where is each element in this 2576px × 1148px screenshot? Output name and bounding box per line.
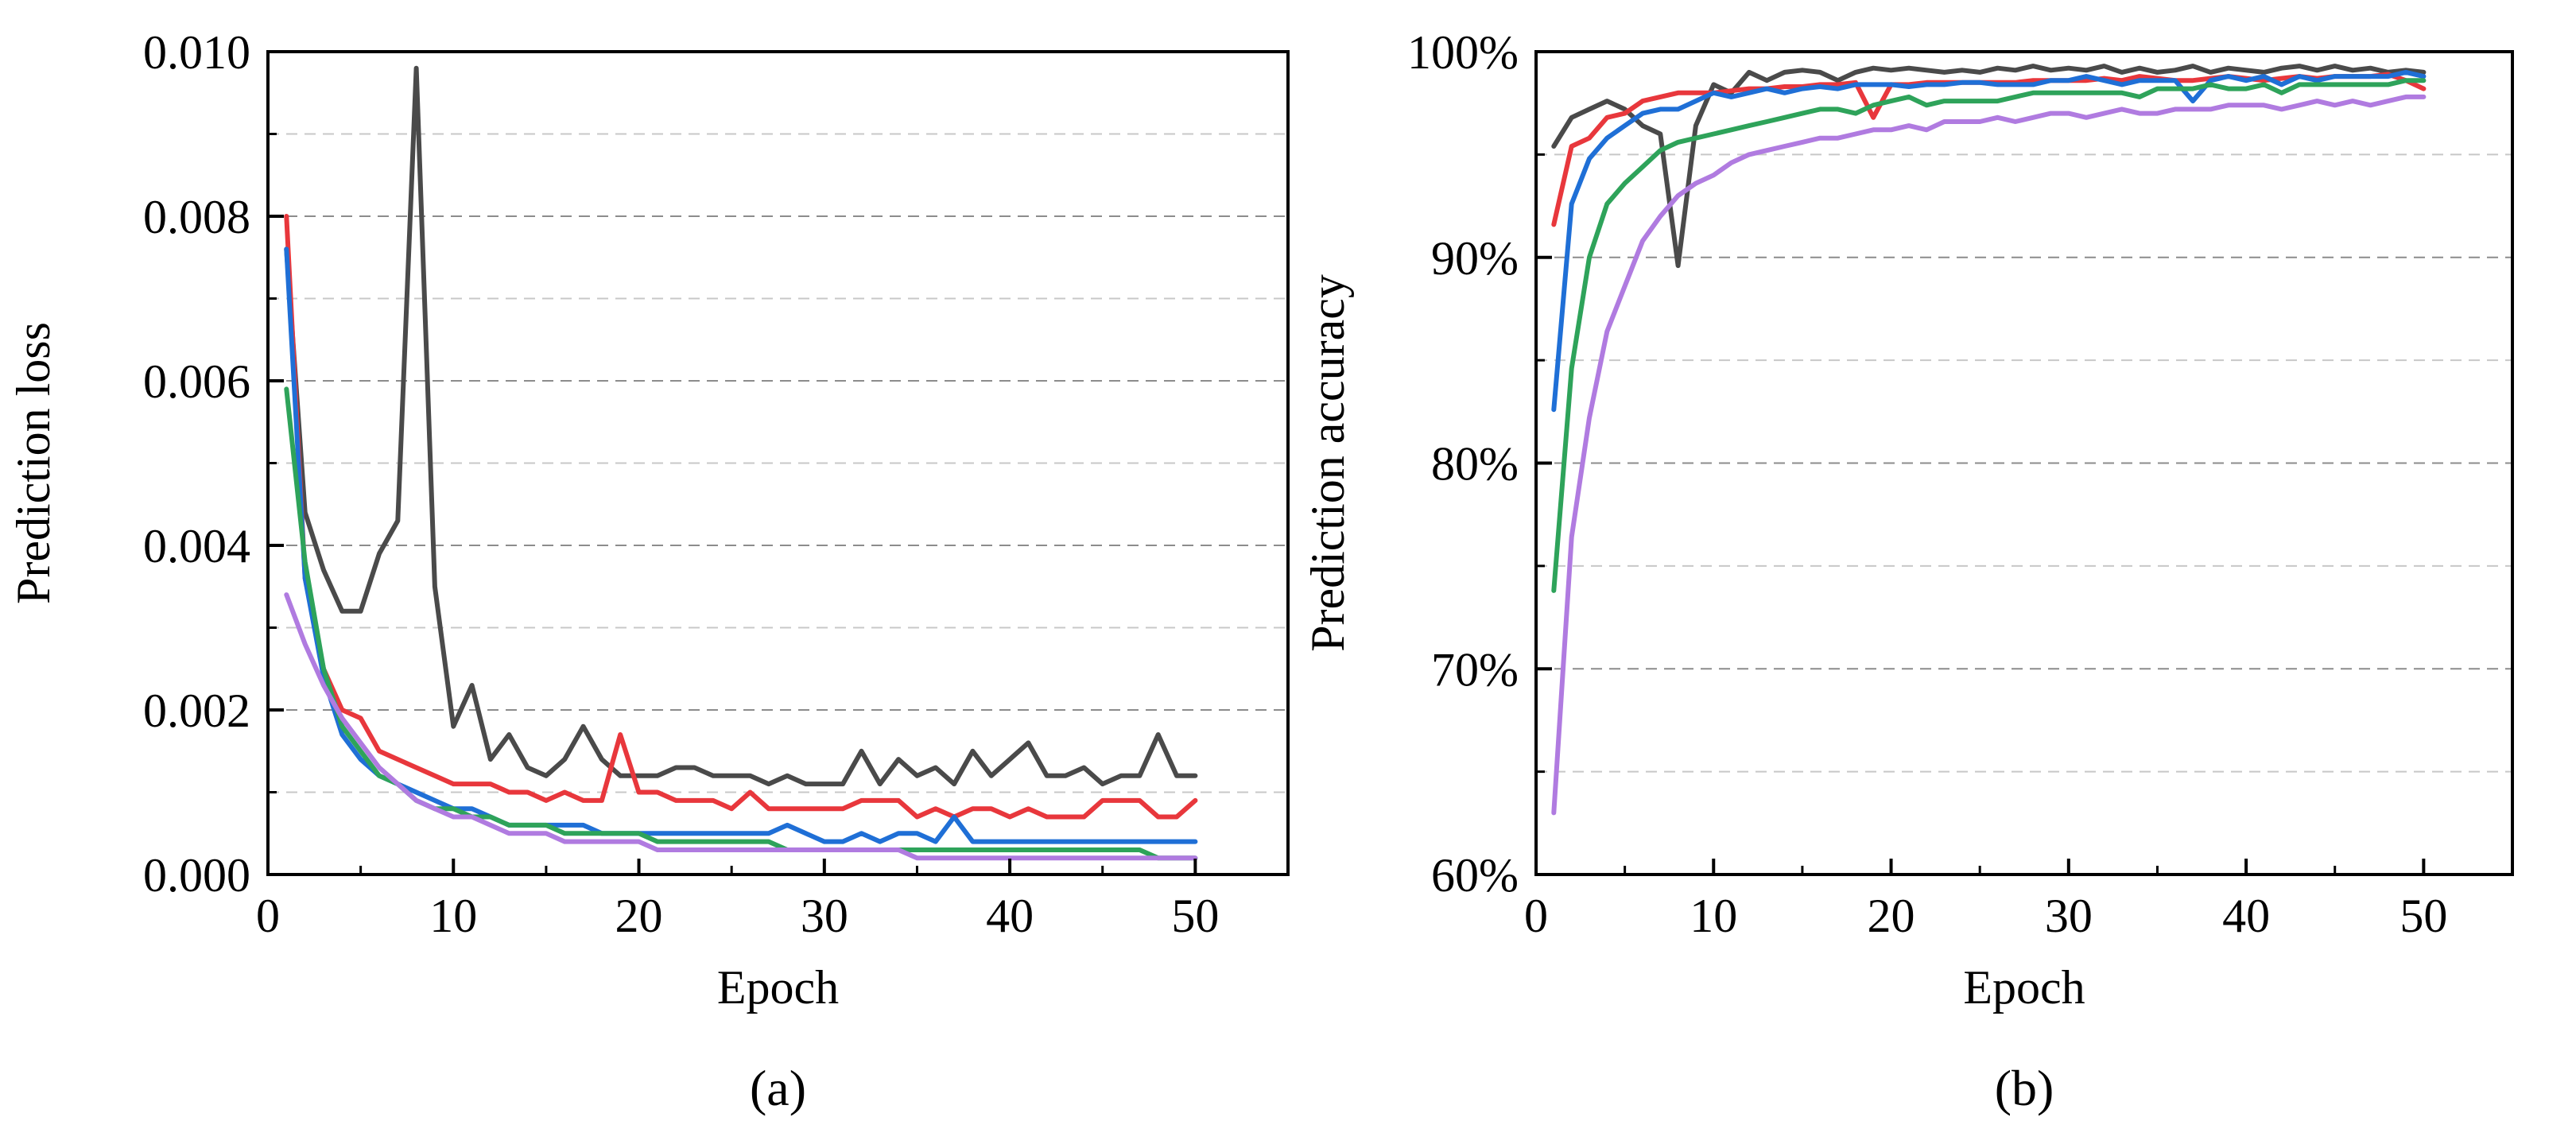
y-tick-label: 0.002 — [143, 685, 250, 737]
y-axis-label: Prediction accuracy — [1302, 274, 1354, 652]
y-tick-label: 80% — [1431, 438, 1519, 491]
x-axis-label: Epoch — [717, 961, 839, 1014]
x-tick-label: 10 — [429, 890, 477, 942]
y-tick-label: 0.000 — [143, 849, 250, 902]
x-axis-label: Epoch — [1963, 961, 2085, 1014]
series-line-5 — [284, 592, 1198, 861]
chart-a-loss: 0 10 20 30 40 50 0.000 0.002 0.004 0.006 0.008 0.01… — [7, 26, 1290, 1116]
x-tick-label: 20 — [1868, 890, 1915, 942]
series-line-3 — [1551, 69, 2427, 413]
series-line-2 — [284, 214, 1198, 820]
x-tick-label: 0 — [1524, 890, 1548, 942]
y-axis-label: Prediction loss — [7, 322, 60, 604]
y-tick-label: 0.008 — [143, 191, 250, 243]
y-tick-label: 70% — [1431, 643, 1519, 696]
series-line-1 — [1551, 64, 2427, 269]
x-tick-label: 10 — [1690, 890, 1737, 942]
series-line-5 — [1551, 94, 2427, 816]
y-tick-label: 0.004 — [143, 520, 250, 572]
x-tick-label: 50 — [1171, 890, 1219, 942]
subfigure-caption: (b) — [1995, 1060, 2054, 1116]
subfigure-caption: (a) — [750, 1060, 806, 1116]
y-tick-label: 0.010 — [143, 26, 250, 79]
x-tick-label: 30 — [801, 890, 848, 942]
series-line-4 — [1551, 78, 2427, 593]
series-line-3 — [284, 246, 1198, 844]
x-tick-label: 40 — [2222, 890, 2270, 942]
y-tick-label: 100% — [1407, 26, 1519, 79]
series-line-1 — [284, 65, 1198, 787]
y-tick-label: 90% — [1431, 232, 1519, 285]
x-tick-label: 40 — [986, 890, 1034, 942]
chart-b-accuracy: 0 10 20 30 40 50 60% 70% 80% 90% 100% Epoch Predicti… — [1302, 26, 2514, 1116]
x-tick-label: 30 — [2045, 890, 2093, 942]
x-tick-label: 50 — [2399, 890, 2447, 942]
series-line-4 — [284, 386, 1198, 861]
y-tick-label: 60% — [1431, 849, 1519, 902]
x-tick-label: 0 — [256, 890, 280, 942]
x-tick-label: 20 — [615, 890, 663, 942]
y-tick-label: 0.006 — [143, 355, 250, 408]
